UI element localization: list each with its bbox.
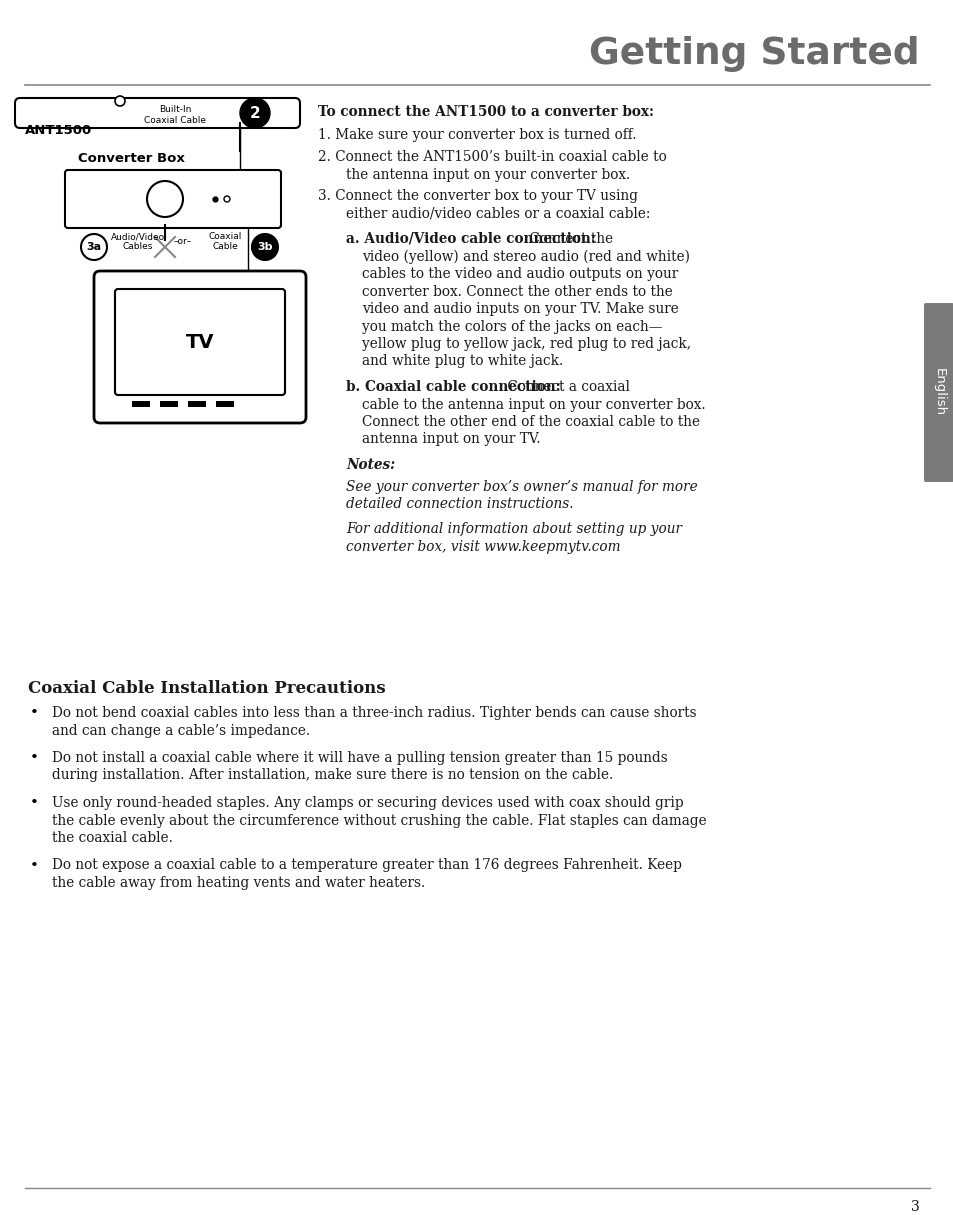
Text: the antenna input on your converter box.: the antenna input on your converter box. — [346, 168, 630, 181]
Text: •: • — [30, 796, 39, 810]
Text: either audio/video cables or a coaxial cable:: either audio/video cables or a coaxial c… — [346, 207, 650, 220]
Text: b. Coaxial cable connection:: b. Coaxial cable connection: — [346, 380, 560, 394]
Text: and white plug to white jack.: and white plug to white jack. — [361, 355, 562, 368]
Text: For additional information about setting up your: For additional information about setting… — [346, 522, 681, 537]
Text: –or–: –or– — [173, 237, 192, 245]
FancyBboxPatch shape — [923, 303, 953, 482]
Text: English: English — [931, 368, 944, 417]
Text: you match the colors of the jacks on each—: you match the colors of the jacks on eac… — [361, 320, 661, 333]
Text: cable to the antenna input on your converter box.: cable to the antenna input on your conve… — [361, 397, 705, 412]
Text: cables to the video and audio outputs on your: cables to the video and audio outputs on… — [361, 267, 678, 281]
FancyBboxPatch shape — [15, 98, 299, 128]
Circle shape — [224, 196, 230, 202]
Text: Do not install a coaxial cable where it will have a pulling tension greater than: Do not install a coaxial cable where it … — [52, 751, 667, 765]
Text: Connect the other end of the coaxial cable to the: Connect the other end of the coaxial cab… — [361, 416, 700, 429]
Text: during installation. After installation, make sure there is no tension on the ca: during installation. After installation,… — [52, 769, 613, 782]
Text: Built-In
Coaxial Cable: Built-In Coaxial Cable — [144, 104, 206, 125]
Circle shape — [252, 234, 277, 260]
Text: 2. Connect the ANT1500’s built-in coaxial cable to: 2. Connect the ANT1500’s built-in coaxia… — [317, 149, 666, 164]
Circle shape — [81, 234, 107, 260]
Text: antenna input on your TV.: antenna input on your TV. — [361, 433, 540, 446]
Text: Coaxial: Coaxial — [208, 232, 241, 241]
Text: Cable: Cable — [212, 242, 237, 252]
Text: and can change a cable’s impedance.: and can change a cable’s impedance. — [52, 723, 310, 738]
Text: 1. Make sure your converter box is turned off.: 1. Make sure your converter box is turne… — [317, 129, 636, 142]
Text: the coaxial cable.: the coaxial cable. — [52, 831, 172, 844]
Text: Coaxial Cable Installation Precautions: Coaxial Cable Installation Precautions — [28, 680, 385, 697]
Circle shape — [147, 181, 183, 217]
Bar — [215, 401, 233, 407]
Text: 3a: 3a — [87, 242, 101, 252]
Text: converter box, visit www.keepmytv.com: converter box, visit www.keepmytv.com — [346, 539, 619, 554]
Circle shape — [115, 96, 125, 106]
Text: Connect the: Connect the — [525, 232, 613, 245]
Text: See your converter box’s owner’s manual for more: See your converter box’s owner’s manual … — [346, 480, 697, 493]
FancyBboxPatch shape — [94, 271, 306, 423]
Text: 3: 3 — [910, 1200, 919, 1214]
Text: Cables: Cables — [123, 242, 153, 252]
FancyBboxPatch shape — [65, 170, 281, 228]
Circle shape — [240, 98, 270, 128]
Bar — [188, 401, 206, 407]
Text: TV: TV — [186, 333, 214, 351]
Text: the cable away from heating vents and water heaters.: the cable away from heating vents and wa… — [52, 876, 425, 891]
Text: •: • — [30, 706, 39, 720]
Text: a. Audio/Video cable connection:: a. Audio/Video cable connection: — [346, 232, 596, 245]
Text: 2: 2 — [250, 106, 260, 120]
Text: Getting Started: Getting Started — [589, 36, 919, 72]
Text: •: • — [30, 859, 39, 872]
Text: Use only round-headed staples. Any clamps or securing devices used with coax sho: Use only round-headed staples. Any clamp… — [52, 796, 683, 810]
Text: detailed connection instructions.: detailed connection instructions. — [346, 497, 573, 512]
Text: video (yellow) and stereo audio (red and white): video (yellow) and stereo audio (red and… — [361, 249, 689, 264]
Text: Do not expose a coaxial cable to a temperature greater than 176 degrees Fahrenhe: Do not expose a coaxial cable to a tempe… — [52, 859, 681, 872]
Text: To connect the ANT1500 to a converter box:: To connect the ANT1500 to a converter bo… — [317, 104, 654, 119]
Text: video and audio inputs on your TV. Make sure: video and audio inputs on your TV. Make … — [361, 303, 678, 316]
Text: •: • — [30, 751, 39, 765]
Text: the cable evenly about the circumference without crushing the cable. Flat staple: the cable evenly about the circumference… — [52, 814, 706, 827]
Text: Notes:: Notes: — [346, 458, 395, 471]
Text: converter box. Connect the other ends to the: converter box. Connect the other ends to… — [361, 284, 672, 299]
Bar — [160, 401, 178, 407]
Text: Connect a coaxial: Connect a coaxial — [502, 380, 629, 394]
Bar — [132, 401, 150, 407]
Text: yellow plug to yellow jack, red plug to red jack,: yellow plug to yellow jack, red plug to … — [361, 337, 690, 351]
Text: 3. Connect the converter box to your TV using: 3. Connect the converter box to your TV … — [317, 190, 638, 203]
FancyBboxPatch shape — [115, 289, 285, 395]
Text: Audio/Video: Audio/Video — [111, 232, 165, 241]
Text: ANT1500: ANT1500 — [25, 124, 92, 137]
Text: Converter Box: Converter Box — [78, 152, 185, 165]
Text: Do not bend coaxial cables into less than a three-inch radius. Tighter bends can: Do not bend coaxial cables into less tha… — [52, 706, 696, 720]
Text: 3b: 3b — [257, 242, 273, 252]
